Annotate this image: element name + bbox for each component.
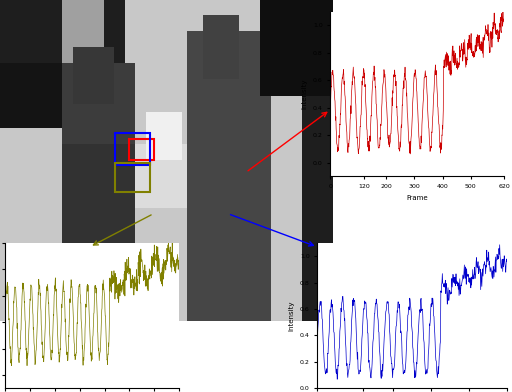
Bar	[115, 132, 151, 165]
Bar	[129, 139, 154, 160]
Bar	[115, 163, 151, 192]
Y-axis label: Intensity: Intensity	[301, 79, 307, 109]
X-axis label: Frame: Frame	[407, 194, 428, 201]
Y-axis label: Intensity: Intensity	[288, 300, 294, 331]
